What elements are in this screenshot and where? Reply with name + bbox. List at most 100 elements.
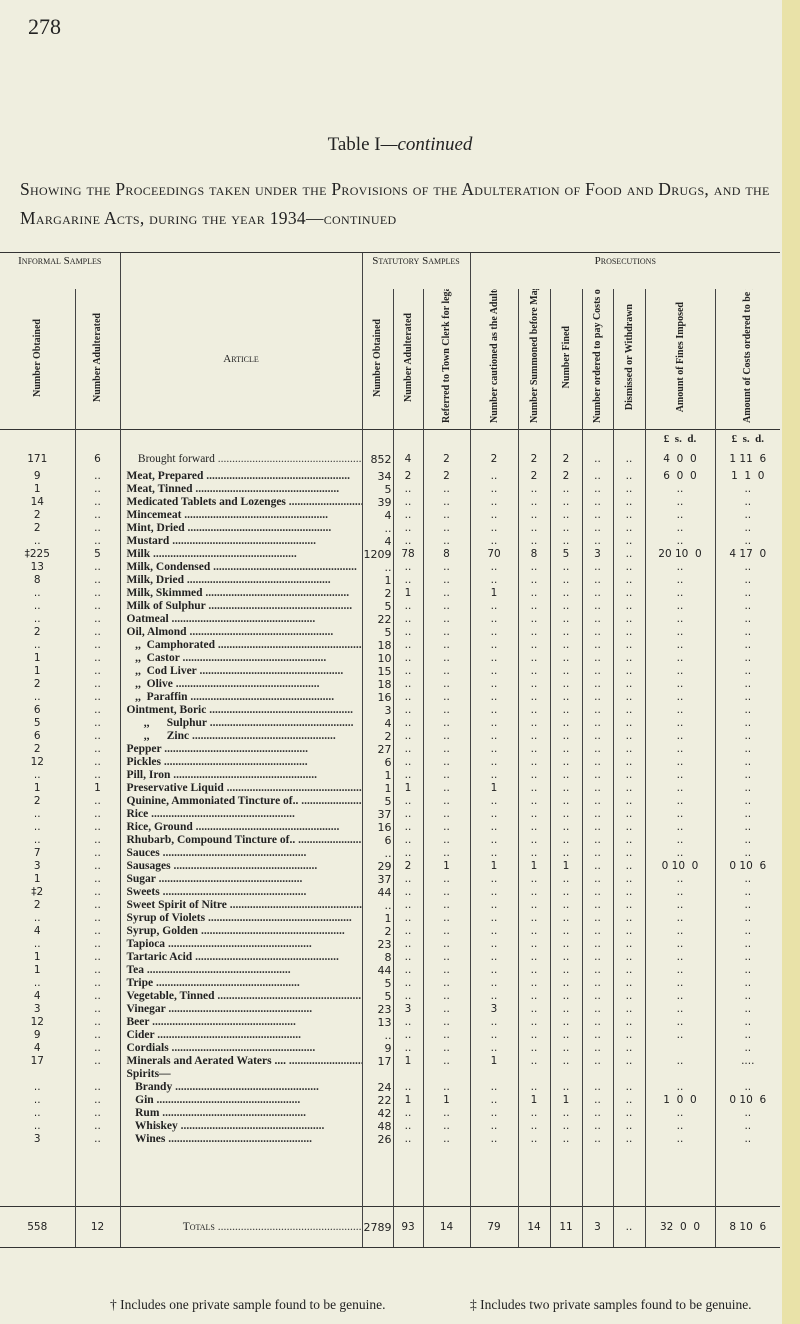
cell-statutory-number-adulterated: 3 [392, 1003, 423, 1016]
cell-informal-number-obtained: 5 [33, 717, 41, 729]
table-row: 2.. Mincemeat ...........................… [0, 509, 781, 522]
cell-amount-of-fines [644, 1042, 715, 1055]
cell-article: Rum ....................................… [119, 1107, 362, 1120]
article-name: Oatmeal [126, 613, 169, 625]
column-header-dismissed-withdrawn: Dismissed or Withdrawn [612, 289, 645, 430]
cell-statutory-number-obtained: 4 [361, 717, 393, 730]
table-row: 5.. ,, Sulphur .........................… [0, 717, 781, 730]
cell-costs-only: .. [581, 847, 613, 860]
cell-dismissed-withdrawn: .. [612, 448, 645, 470]
cell-statutory-number-adulterated: .. [392, 1133, 423, 1146]
cell-amount-of-fines: .. [644, 665, 715, 678]
cell-number-fined: .. [549, 951, 582, 964]
cell-informal-number-obtained: 1 [33, 964, 41, 976]
cell-dismissed-withdrawn: .. [612, 990, 645, 1003]
article-name: Milk, Condensed [126, 561, 211, 573]
cell-statutory-number-adulterated: .. [392, 730, 423, 743]
cell-article: Mincemeat ..............................… [119, 509, 362, 522]
cell-statutory-number-obtained: 4 [361, 509, 393, 522]
cell-referred-to-town-clerk: .. [422, 587, 470, 600]
cell-number-cautioned: .. [469, 873, 518, 886]
cell-amount-of-costs: .. [714, 691, 781, 704]
table-row: .... Milk, Skimmed ......................… [0, 587, 781, 600]
cell-referred-to-town-clerk: .. [422, 483, 470, 496]
cell-number-cautioned: .. [469, 1042, 518, 1055]
cell-statutory-number-obtained: 5 [361, 990, 393, 1003]
cell-informal-number-adulterated: .. [74, 665, 120, 678]
cell-amount-of-costs: .. [714, 743, 781, 756]
cell-number-fined: .. [549, 561, 582, 574]
cell-article: Tartaric Acid ..........................… [119, 951, 362, 964]
cell-informal-number-adulterated: .. [74, 470, 120, 483]
cell-number-fined: .. [549, 509, 582, 522]
table-row: 1 1 Preservative Liquid ..................… [0, 782, 781, 795]
cell-amount-of-fines: .. [644, 1133, 715, 1146]
cell-dismissed-withdrawn: .. [612, 639, 645, 652]
cell-article: Milk, Dried ............................… [119, 574, 362, 587]
cell-costs-only: .. [581, 977, 613, 990]
column-header-number-cautioned: Number cautioned as the Adulteration was… [469, 289, 518, 430]
cell-number-summoned: .. [517, 743, 550, 756]
article-name: Pepper [126, 743, 162, 755]
cell-amount-of-costs: .... [714, 1055, 781, 1068]
cell-number-summoned: 2 [517, 448, 550, 470]
cell-amount-of-fines: .. [644, 678, 715, 691]
cell-article: Tripe ..................................… [119, 977, 362, 990]
cell-costs-only: .. [581, 678, 613, 691]
cell-dismissed-withdrawn: .. [612, 1206, 645, 1248]
cell-statutory-number-adulterated: 1 [392, 1055, 423, 1068]
table-row: .... Tapioca ............................… [0, 938, 781, 951]
cell-number-fined: .. [549, 665, 582, 678]
cell-amount-of-fines: .. [644, 587, 715, 600]
cell-informal-number-obtained: 558 [0, 1206, 75, 1248]
cell-number-summoned: .. [517, 756, 550, 769]
cell-number-summoned: .. [517, 1120, 550, 1133]
cell-referred-to-town-clerk: 2 [422, 448, 470, 470]
cell-dismissed-withdrawn: .. [612, 704, 645, 717]
cell-number-fined: .. [549, 769, 582, 782]
cell-number-cautioned: .. [469, 522, 518, 535]
column-header-label: Article [223, 353, 259, 365]
cell-number-fined: 11 [549, 1206, 582, 1248]
cell-informal-number-adulterated: 5 [74, 548, 120, 561]
cell-number-cautioned: .. [469, 665, 518, 678]
cell-article: Whiskey ................................… [119, 1120, 362, 1133]
cell-number-cautioned: .. [469, 899, 518, 912]
cell-article: Meat, Tinned ...........................… [119, 483, 362, 496]
cell-number-summoned: 2 [517, 470, 550, 483]
cell-informal-number-adulterated: .. [74, 1003, 120, 1016]
cell-referred-to-town-clerk: .. [422, 1016, 470, 1029]
cell-statutory-number-adulterated: .. [392, 483, 423, 496]
article-name: Oil, Almond [126, 626, 187, 638]
cell-informal-number-obtained: .. [33, 938, 41, 950]
units-cell [581, 429, 613, 448]
units-cell [422, 429, 470, 448]
cell-number-summoned: .. [517, 1029, 550, 1042]
cell-costs-only: .. [581, 756, 613, 769]
cell-amount-of-costs: .. [714, 899, 781, 912]
cell-statutory-number-obtained: 18 [361, 678, 393, 691]
cell-statutory-number-obtained: 8 [361, 951, 393, 964]
cell-statutory-number-adulterated: .. [392, 717, 423, 730]
article-name: Rhubarb, Compound Tincture of.. [126, 834, 296, 846]
cell-statutory-number-adulterated: .. [392, 821, 423, 834]
cell-informal-number-adulterated: .. [74, 938, 120, 951]
cell-article: ,, Paraffin ............................… [119, 691, 362, 704]
cell-informal-number-obtained: 3 [33, 1133, 41, 1145]
table-row: 9.. Cider ...............................… [0, 1029, 781, 1042]
cell-number-fined: .. [549, 587, 582, 600]
table-subtitle: Showing the Proceedings taken under the … [20, 179, 770, 228]
cell-number-summoned: .. [517, 847, 550, 860]
cell-statutory-number-adulterated: 2 [392, 860, 423, 873]
column-header-label: Amount of Costs ordered to be paid [742, 289, 754, 423]
cell-amount-of-fines: .. [644, 1003, 715, 1016]
cell-article: Brought forward ........................… [119, 448, 362, 470]
cell-costs-only: .. [581, 626, 613, 639]
cell-amount-of-costs: .. [714, 1016, 781, 1029]
column-header-label: Number cautioned as the Adulteration was… [488, 289, 500, 423]
cell-informal-number-obtained: .. [33, 535, 41, 547]
cell-statutory-number-adulterated: .. [392, 613, 423, 626]
cell-article: Milk of Sulphur ........................… [119, 600, 362, 613]
cell-referred-to-town-clerk: .. [422, 834, 470, 847]
cell-dismissed-withdrawn: .. [612, 652, 645, 665]
